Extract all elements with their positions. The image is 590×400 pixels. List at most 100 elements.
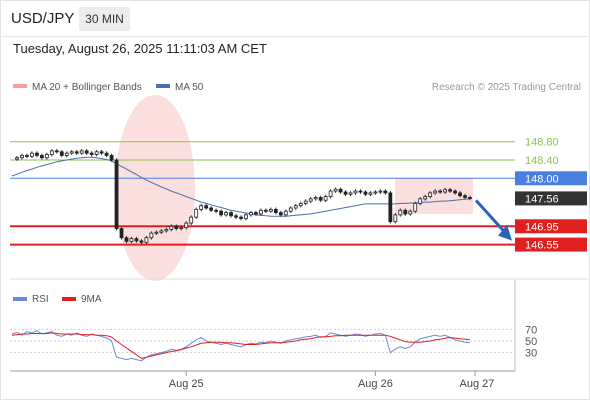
candle — [15, 155, 19, 161]
candle-down — [234, 215, 238, 218]
candle — [363, 190, 368, 197]
candle-up — [313, 197, 318, 200]
candle-up — [44, 154, 49, 159]
candle — [179, 225, 184, 231]
candle-down — [463, 195, 467, 198]
candle-down — [383, 190, 388, 194]
candle — [259, 208, 263, 216]
rsi-layer — [11, 330, 471, 362]
candle — [214, 208, 219, 214]
candle — [159, 229, 164, 235]
candle — [388, 191, 393, 224]
rsi-tick-50: 50 — [525, 336, 537, 348]
candle-down — [84, 150, 89, 154]
candle — [423, 194, 428, 201]
candle — [239, 215, 243, 221]
timeframe-badge[interactable]: 30 MIN — [79, 7, 130, 31]
arrow-shaft — [474, 199, 509, 236]
level-label-1: 148.40 — [525, 155, 559, 167]
candle — [418, 197, 423, 206]
bollinger-highlights — [115, 95, 473, 281]
level-label-3: 147.56 — [525, 193, 559, 205]
candle — [383, 189, 388, 195]
candle — [134, 236, 139, 243]
candle — [39, 153, 44, 160]
candle-down — [74, 151, 79, 154]
candle-up — [288, 207, 293, 212]
x-tick-label-1: Aug 26 — [358, 378, 393, 390]
candle — [448, 187, 452, 193]
candle-up — [244, 214, 248, 219]
candle-up — [169, 225, 174, 230]
candle-up — [413, 203, 418, 212]
candle-up — [199, 205, 204, 210]
ma50-legend-label: MA 50 — [175, 82, 204, 93]
level-label-4: 146.95 — [525, 221, 559, 233]
candle-down — [458, 192, 462, 197]
candle — [428, 191, 433, 199]
candle — [433, 189, 438, 195]
candle-up — [164, 229, 169, 232]
rsi-legend-label: RSI — [32, 294, 49, 305]
candle-up — [79, 150, 84, 154]
candle — [104, 151, 109, 158]
candle — [278, 210, 283, 217]
candle — [298, 201, 303, 208]
level-label-2: 148.00 — [525, 173, 559, 185]
candle-up — [423, 196, 428, 200]
candle — [129, 236, 134, 244]
candle — [34, 151, 39, 158]
ma50-layer — [11, 156, 471, 217]
candle-up — [159, 230, 164, 233]
level-lines — [10, 141, 515, 246]
candle-up — [15, 157, 19, 160]
rsi-tick-30: 30 — [525, 348, 537, 360]
candle-down — [358, 190, 363, 193]
candle-down — [254, 212, 258, 215]
rsi-tick-70: 70 — [525, 324, 537, 336]
candle-down — [363, 191, 368, 195]
candle-down — [34, 152, 39, 156]
candle-down — [204, 205, 209, 209]
candle-down — [89, 152, 94, 155]
candle — [184, 221, 189, 230]
candle — [403, 208, 408, 216]
candle — [119, 226, 124, 240]
candle — [293, 203, 298, 210]
ma-bb-legend-swatch — [13, 84, 27, 88]
level-labels: 148.80 148.40 148.00 147.56 146.95 146.55 — [515, 137, 587, 252]
candle-up — [433, 190, 438, 194]
level-label-0: 148.80 — [525, 137, 559, 149]
candle-up — [144, 237, 149, 243]
arrow-head — [498, 224, 512, 241]
forecast-arrow — [474, 199, 512, 241]
candle — [458, 191, 462, 198]
candle — [468, 195, 472, 201]
candle-down — [343, 191, 348, 195]
candle-up — [268, 208, 273, 212]
candle — [59, 149, 64, 158]
candle — [204, 203, 209, 210]
candle — [283, 209, 288, 217]
x-axis: Aug 25 Aug 26 Aug 27 — [10, 280, 516, 390]
x-tick-label-2: Aug 27 — [460, 378, 495, 390]
candle — [343, 190, 348, 197]
level-tag-2 — [515, 171, 587, 186]
candle — [234, 213, 238, 219]
candle-up — [224, 212, 228, 216]
candle — [353, 189, 358, 195]
candle — [333, 187, 338, 193]
candle — [323, 194, 328, 203]
candle — [443, 187, 448, 194]
candle — [139, 239, 144, 245]
candle-down — [229, 212, 233, 217]
level-tag-3 — [515, 191, 587, 206]
credit-text: Research © 2025 Trading Central — [432, 82, 581, 93]
candle-up — [149, 232, 154, 239]
candle — [79, 149, 84, 155]
candle-up — [353, 190, 358, 194]
legend: MA 20 + Bollinger Bands MA 50 Research ©… — [13, 82, 581, 93]
candle-down — [239, 216, 243, 219]
symbol-label: USD/JPY — [11, 10, 75, 27]
